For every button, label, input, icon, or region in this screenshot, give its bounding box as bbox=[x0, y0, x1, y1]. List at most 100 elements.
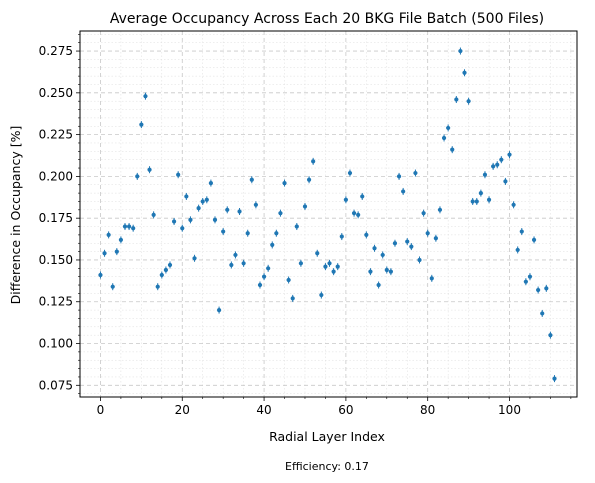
data-point bbox=[491, 164, 495, 168]
data-point bbox=[180, 226, 184, 230]
data-point bbox=[360, 194, 364, 198]
data-point bbox=[442, 136, 446, 140]
data-point bbox=[401, 189, 405, 193]
data-point bbox=[221, 229, 225, 233]
data-point bbox=[356, 213, 360, 217]
y-tick-label: 0.225 bbox=[39, 128, 73, 142]
data-point bbox=[197, 206, 201, 210]
data-point bbox=[422, 211, 426, 215]
data-point bbox=[278, 211, 282, 215]
data-point bbox=[299, 261, 303, 265]
data-point bbox=[102, 251, 106, 255]
data-point bbox=[139, 122, 143, 126]
data-point bbox=[381, 253, 385, 257]
data-point bbox=[503, 179, 507, 183]
data-point bbox=[409, 244, 413, 248]
data-point bbox=[213, 218, 217, 222]
data-point bbox=[287, 278, 291, 282]
data-point bbox=[487, 198, 491, 202]
data-point bbox=[111, 285, 115, 289]
data-point bbox=[98, 273, 102, 277]
data-point bbox=[250, 178, 254, 182]
data-point bbox=[311, 159, 315, 163]
data-point bbox=[172, 219, 176, 223]
y-tick-label: 0.150 bbox=[39, 253, 73, 267]
data-point bbox=[237, 209, 241, 213]
data-point bbox=[385, 268, 389, 272]
data-point bbox=[225, 208, 229, 212]
data-point bbox=[119, 238, 123, 242]
data-point bbox=[246, 231, 250, 235]
data-point bbox=[274, 231, 278, 235]
data-point bbox=[352, 211, 356, 215]
data-point bbox=[397, 174, 401, 178]
data-point bbox=[233, 253, 237, 257]
data-point bbox=[528, 275, 532, 279]
data-point bbox=[168, 263, 172, 267]
data-point bbox=[217, 308, 221, 312]
data-point bbox=[160, 273, 164, 277]
data-point bbox=[405, 239, 409, 243]
data-point bbox=[413, 171, 417, 175]
data-point bbox=[495, 163, 499, 167]
data-point bbox=[152, 213, 156, 217]
data-point bbox=[438, 208, 442, 212]
y-tick-label: 0.250 bbox=[39, 86, 73, 100]
x-tick-label: 80 bbox=[420, 403, 435, 417]
x-tick-label: 60 bbox=[338, 403, 353, 417]
data-point bbox=[544, 286, 548, 290]
data-point bbox=[295, 224, 299, 228]
data-point bbox=[262, 275, 266, 279]
data-point bbox=[164, 268, 168, 272]
data-point bbox=[540, 311, 544, 315]
data-point bbox=[516, 248, 520, 252]
data-point bbox=[389, 270, 393, 274]
data-point bbox=[434, 236, 438, 240]
data-point bbox=[364, 233, 368, 237]
x-tick-label: 0 bbox=[97, 403, 105, 417]
data-point bbox=[147, 168, 151, 172]
data-point bbox=[348, 171, 352, 175]
y-axis-label: Difference in Occupancy [%] bbox=[8, 126, 23, 305]
data-point bbox=[372, 246, 376, 250]
data-point bbox=[340, 234, 344, 238]
x-tick-label: 100 bbox=[498, 403, 521, 417]
data-point bbox=[552, 377, 556, 381]
data-point bbox=[270, 243, 274, 247]
data-point bbox=[201, 199, 205, 203]
data-point bbox=[511, 203, 515, 207]
y-tick-label: 0.200 bbox=[39, 169, 73, 183]
data-point bbox=[462, 71, 466, 75]
data-point bbox=[131, 226, 135, 230]
x-tick-label: 40 bbox=[256, 403, 271, 417]
data-point bbox=[467, 99, 471, 103]
data-point bbox=[532, 238, 536, 242]
data-point bbox=[377, 283, 381, 287]
data-point bbox=[483, 173, 487, 177]
data-point bbox=[344, 198, 348, 202]
data-point bbox=[479, 191, 483, 195]
data-point bbox=[507, 153, 511, 157]
chart-title: Average Occupancy Across Each 20 BKG Fil… bbox=[110, 11, 544, 27]
data-point bbox=[332, 270, 336, 274]
data-point bbox=[303, 204, 307, 208]
data-point bbox=[458, 49, 462, 53]
data-point bbox=[368, 270, 372, 274]
data-point bbox=[319, 293, 323, 297]
data-point bbox=[307, 178, 311, 182]
data-point bbox=[475, 199, 479, 203]
data-point bbox=[471, 199, 475, 203]
data-point bbox=[258, 283, 262, 287]
data-point bbox=[520, 229, 524, 233]
x-axis-label: Radial Layer Index bbox=[269, 429, 385, 444]
efficiency-note: Efficiency: 0.17 bbox=[285, 460, 369, 473]
data-point bbox=[454, 97, 458, 101]
data-point bbox=[336, 265, 340, 269]
data-point bbox=[209, 181, 213, 185]
data-point bbox=[548, 333, 552, 337]
y-tick-label: 0.075 bbox=[39, 378, 73, 392]
data-point bbox=[430, 276, 434, 280]
data-point bbox=[417, 258, 421, 262]
y-tick-label: 0.175 bbox=[39, 211, 73, 225]
